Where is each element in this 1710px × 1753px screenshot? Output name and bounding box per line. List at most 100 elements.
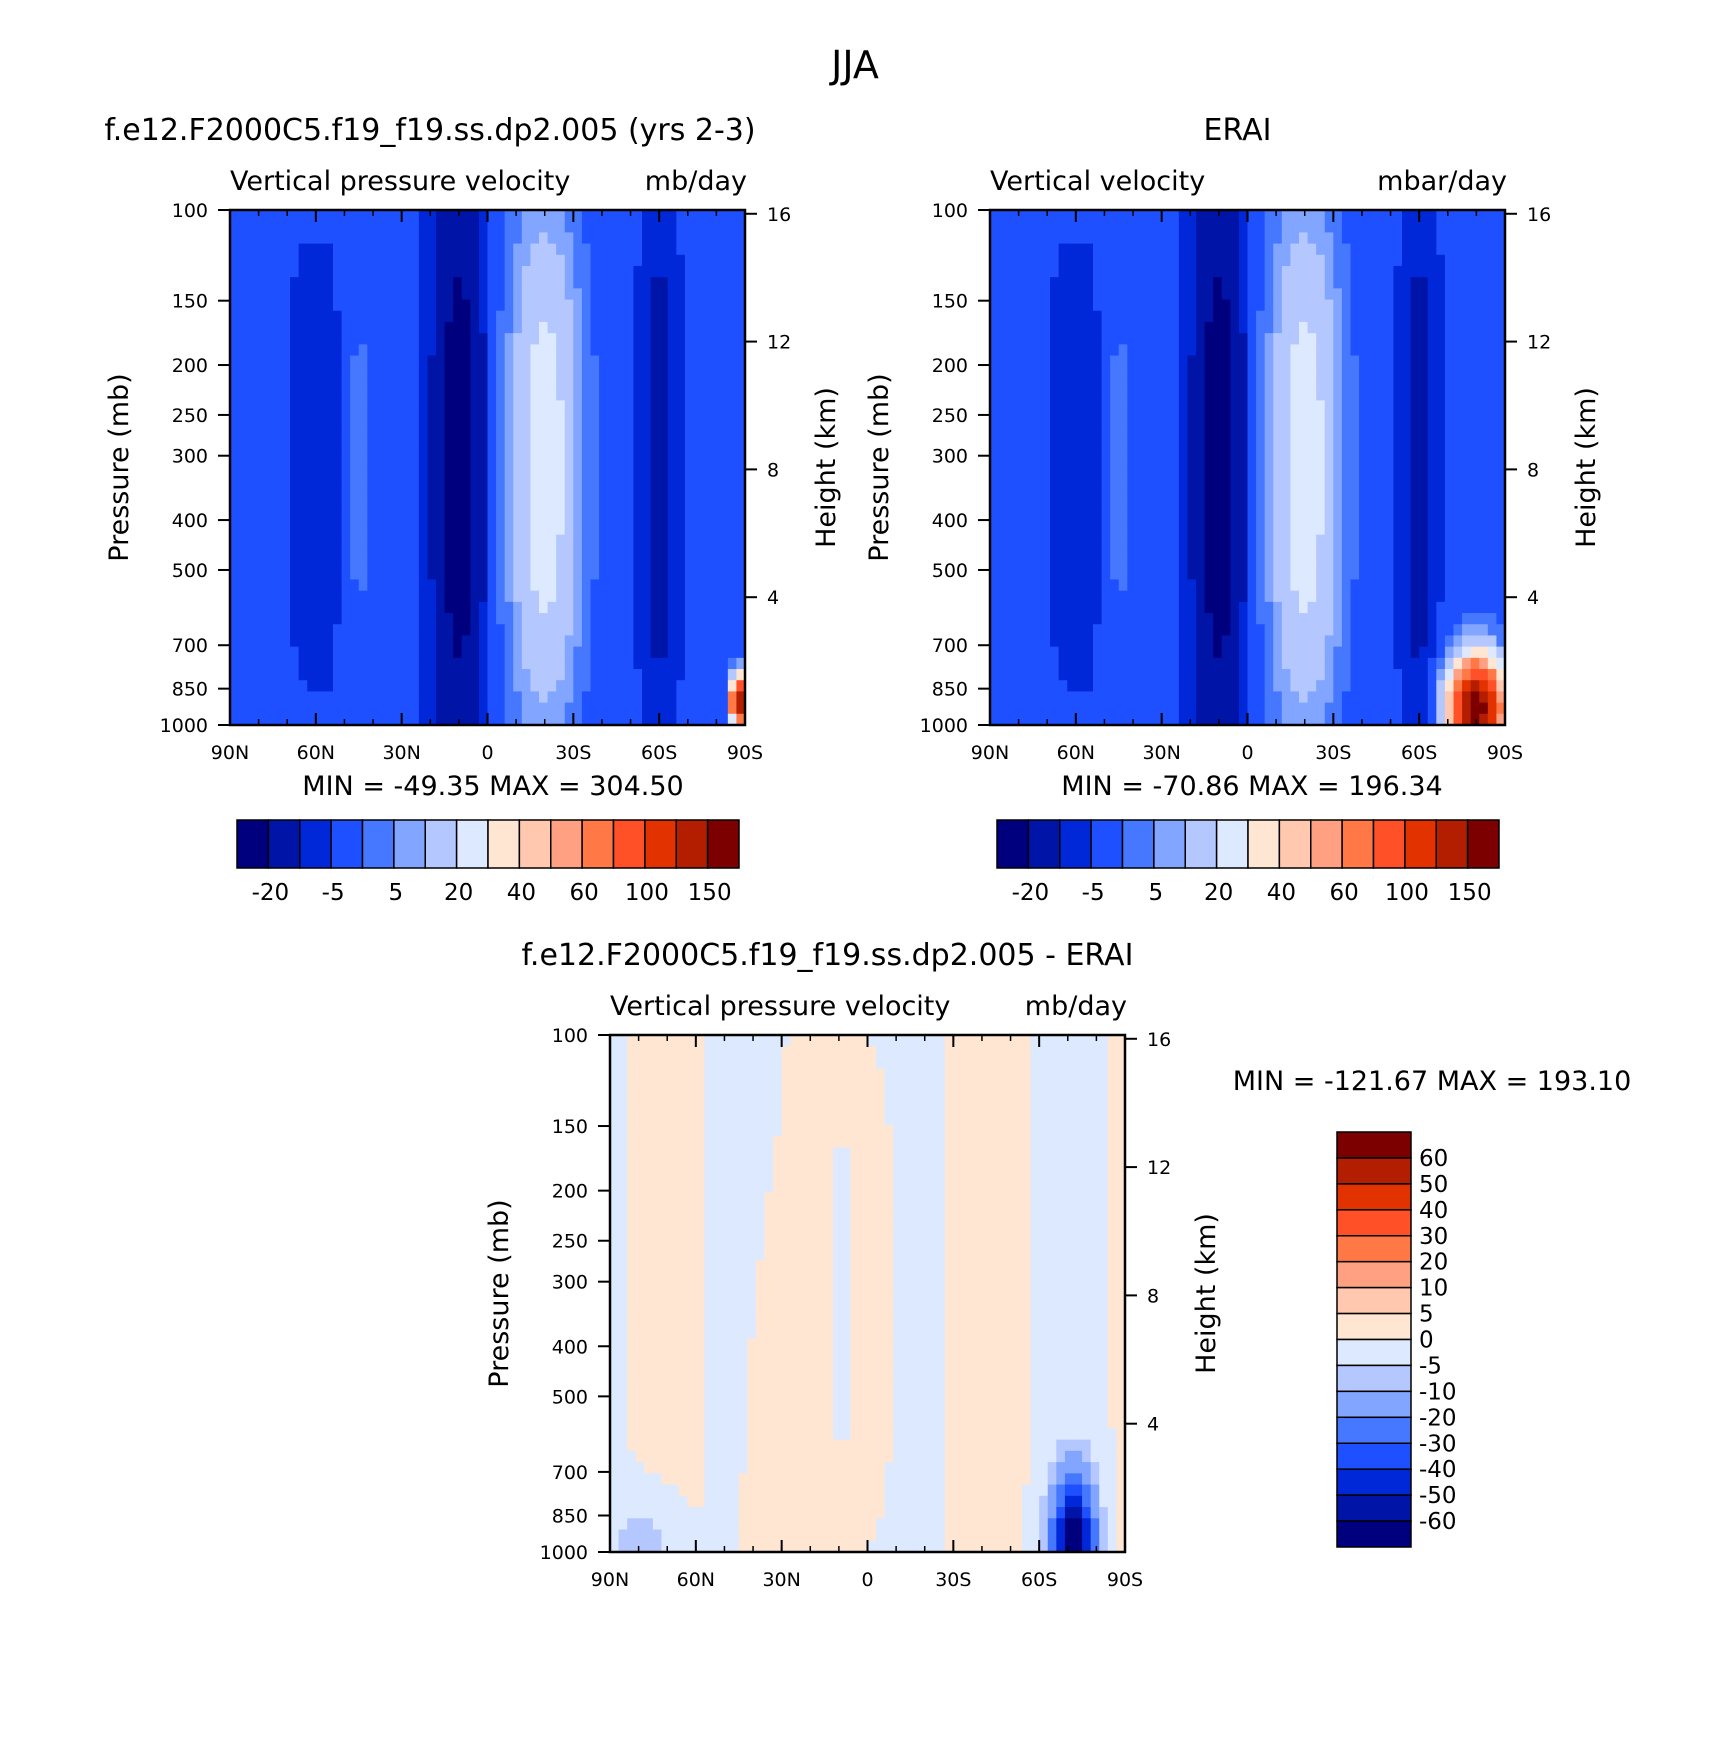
heatmap-cell: [1281, 355, 1292, 368]
heatmap-cell: [1101, 568, 1111, 581]
heatmap-cell: [1367, 657, 1377, 670]
heatmap-cell: [470, 601, 480, 614]
heatmap-cell: [461, 501, 471, 513]
heatmap-cell: [1333, 669, 1343, 681]
heatmap-cell: [461, 624, 471, 637]
heatmap-cell: [1196, 433, 1206, 446]
heatmap-cell: [1213, 445, 1223, 457]
heatmap-cell: [238, 669, 248, 681]
heatmap-cell: [281, 411, 291, 424]
heatmap-cell: [272, 613, 283, 625]
heatmap-cell: [1118, 713, 1128, 726]
heatmap-cell: [333, 355, 343, 368]
heatmap-cell: [264, 299, 274, 312]
heatmap-cell: [247, 254, 257, 267]
heatmap-cell: [1281, 243, 1292, 256]
heatmap-cell: [470, 265, 480, 278]
heatmap-cell: [693, 568, 703, 581]
heatmap-cell: [1299, 288, 1309, 301]
heatmap-cell: [616, 702, 626, 715]
heatmap-cell: [684, 321, 695, 334]
heatmap-cell: [255, 265, 265, 278]
heatmap-cell: [1050, 433, 1060, 446]
heatmap-cell: [461, 433, 471, 446]
heatmap-cell: [1101, 534, 1111, 547]
heatmap-cell: [1333, 478, 1343, 491]
heatmap-cell: [453, 534, 463, 547]
heatmap-cell: [1024, 299, 1034, 312]
heatmap-cell: [727, 221, 738, 233]
heatmap-cell: [521, 489, 532, 502]
heatmap-cell: [1316, 243, 1326, 256]
heatmap-cell: [1075, 355, 1086, 368]
heatmap-cell: [564, 366, 574, 379]
heatmap-cell: [667, 299, 677, 312]
heatmap-cell: [1153, 321, 1163, 334]
heatmap-cell: [1127, 691, 1137, 704]
heatmap-cell: [1110, 467, 1120, 480]
heatmap-cell: [513, 400, 523, 413]
heatmap-cell: [1041, 288, 1051, 301]
heatmap-cell: [727, 646, 738, 659]
heatmap-cell: [453, 501, 463, 513]
heatmap-cell: [333, 400, 343, 413]
heatmap-cell: [1350, 422, 1360, 435]
heatmap-cell: [1075, 310, 1086, 323]
heatmap-cell: [1058, 243, 1068, 256]
heatmap-cell: [581, 265, 592, 278]
heatmap-cell: [393, 277, 403, 289]
heatmap-cell: [1067, 232, 1077, 245]
heatmap-cell: [1230, 265, 1240, 278]
heatmap-cell: [410, 254, 420, 267]
heatmap-cell: [1187, 523, 1197, 536]
heatmap-cell: [358, 579, 368, 592]
heatmap-cell: [1110, 545, 1120, 558]
heatmap-cell: [470, 422, 480, 435]
heatmap-cell: [341, 557, 351, 569]
heatmap-cell: [444, 512, 454, 525]
heatmap-cell: [1084, 310, 1094, 323]
heatmap-cell: [1187, 400, 1197, 413]
heatmap-cell: [607, 333, 617, 345]
heatmap-cell: [1273, 512, 1283, 525]
heatmap-cell: [393, 646, 403, 659]
heatmap-cell: [1264, 389, 1274, 401]
heatmap-cell: [384, 254, 394, 267]
heatmap-cell: [1161, 646, 1171, 659]
y-tick-label: 850: [172, 679, 208, 701]
heatmap-cell: [1333, 400, 1343, 413]
heatmap-cell: [290, 456, 300, 469]
heatmap-cell: [1084, 254, 1094, 267]
heatmap-cell: [1015, 221, 1025, 233]
heatmap-cell: [719, 669, 729, 681]
heatmap-cell: [990, 501, 1000, 513]
heatmap-cell: [461, 389, 471, 401]
heatmap-cell: [1058, 400, 1068, 413]
heatmap-cell: [255, 288, 265, 301]
heatmap-cell: [590, 613, 600, 625]
heatmap-cell: [1178, 377, 1189, 390]
heatmap-cell: [1007, 400, 1017, 413]
heatmap-cell: [513, 333, 523, 345]
heatmap-cell: [607, 590, 617, 603]
heatmap-cell: [599, 579, 609, 592]
heatmap-cell: [1290, 288, 1300, 301]
heatmap-cell: [375, 389, 386, 401]
heatmap-cell: [1178, 232, 1189, 245]
heatmap-cell: [676, 489, 686, 502]
heatmap-cell: [1032, 210, 1043, 222]
heatmap-cell: [298, 680, 308, 693]
heatmap-cells: [230, 210, 746, 726]
heatmap-cell: [676, 422, 686, 435]
heatmap-cell: [1299, 713, 1309, 726]
heatmap-cell: [444, 456, 454, 469]
heatmap-cell: [436, 277, 446, 289]
heatmap-cell: [1333, 333, 1343, 345]
heatmap-cell: [436, 669, 446, 681]
heatmap-cell: [1144, 657, 1154, 670]
heatmap-cell: [350, 389, 360, 401]
heatmap-cell: [547, 210, 557, 222]
heatmap-cell: [1144, 613, 1154, 625]
heatmap-cell: [1273, 400, 1283, 413]
